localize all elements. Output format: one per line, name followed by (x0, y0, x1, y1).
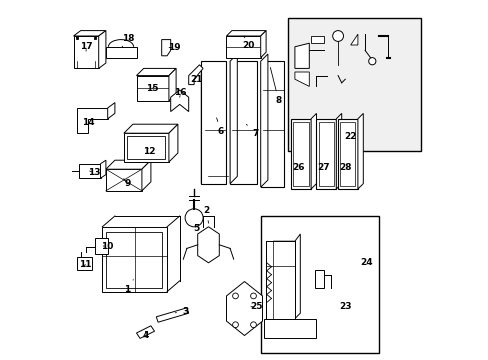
Polygon shape (99, 31, 106, 68)
Text: 24: 24 (360, 258, 372, 267)
Polygon shape (136, 76, 168, 101)
Text: 26: 26 (292, 163, 304, 172)
Polygon shape (260, 61, 284, 187)
Polygon shape (260, 31, 265, 58)
Text: 10: 10 (101, 242, 113, 251)
Text: 18: 18 (122, 35, 135, 47)
Bar (293, 122, 308, 186)
Text: 17: 17 (80, 42, 92, 51)
Bar (340, 122, 355, 186)
Text: 28: 28 (338, 163, 351, 172)
Polygon shape (107, 103, 115, 119)
Polygon shape (102, 227, 167, 292)
Circle shape (332, 31, 343, 41)
Polygon shape (162, 40, 170, 56)
Polygon shape (101, 160, 106, 178)
Polygon shape (142, 160, 151, 191)
Polygon shape (168, 68, 176, 101)
Polygon shape (294, 43, 309, 68)
Bar (265, 241, 294, 319)
Text: 3: 3 (175, 307, 188, 316)
Text: 6: 6 (216, 118, 224, 136)
Circle shape (232, 322, 238, 328)
Polygon shape (123, 133, 168, 162)
Text: 11: 11 (79, 260, 91, 269)
Polygon shape (77, 257, 91, 270)
Polygon shape (226, 31, 265, 36)
Polygon shape (168, 124, 178, 162)
Text: 1: 1 (124, 280, 133, 294)
Polygon shape (273, 234, 300, 319)
Polygon shape (316, 119, 336, 189)
Polygon shape (264, 319, 316, 338)
Polygon shape (310, 113, 316, 189)
Text: 8: 8 (270, 67, 281, 105)
Polygon shape (226, 36, 260, 58)
Text: 5: 5 (192, 224, 199, 233)
Text: 23: 23 (338, 302, 351, 311)
Bar (318, 122, 333, 186)
Circle shape (368, 58, 375, 65)
Bar (287, 18, 420, 151)
Polygon shape (106, 47, 136, 58)
Polygon shape (197, 227, 219, 263)
Polygon shape (357, 113, 363, 189)
Polygon shape (136, 68, 176, 76)
Polygon shape (73, 31, 106, 36)
Text: 7: 7 (246, 124, 258, 138)
Polygon shape (260, 54, 267, 187)
Text: 21: 21 (190, 76, 203, 85)
Polygon shape (226, 282, 262, 336)
Polygon shape (123, 124, 178, 133)
Polygon shape (230, 54, 237, 184)
Circle shape (232, 293, 238, 299)
Polygon shape (156, 308, 188, 322)
Polygon shape (73, 36, 99, 68)
Text: 22: 22 (344, 132, 356, 141)
Polygon shape (201, 61, 226, 184)
Circle shape (185, 209, 203, 227)
Polygon shape (79, 164, 101, 178)
Text: 9: 9 (123, 179, 130, 188)
Text: 4: 4 (142, 331, 148, 340)
Text: 27: 27 (317, 163, 329, 172)
Polygon shape (294, 72, 309, 86)
Text: 2: 2 (203, 206, 209, 223)
Text: 19: 19 (168, 43, 180, 52)
Text: 20: 20 (242, 36, 254, 50)
Bar (127, 136, 164, 159)
Bar (260, 216, 379, 353)
Polygon shape (170, 90, 188, 112)
Text: 15: 15 (146, 84, 159, 93)
Polygon shape (77, 108, 107, 133)
Polygon shape (310, 36, 323, 43)
Bar (106, 232, 162, 288)
Polygon shape (291, 119, 310, 189)
Polygon shape (188, 65, 203, 85)
Polygon shape (136, 326, 154, 338)
Polygon shape (337, 119, 357, 189)
Polygon shape (265, 241, 294, 319)
Text: 25: 25 (249, 302, 262, 311)
Text: 13: 13 (87, 168, 100, 177)
Polygon shape (106, 169, 142, 191)
Polygon shape (336, 113, 341, 189)
Polygon shape (230, 61, 257, 184)
Text: 16: 16 (174, 89, 186, 98)
Text: 12: 12 (142, 147, 155, 156)
Polygon shape (314, 270, 323, 288)
Circle shape (250, 322, 256, 328)
Polygon shape (106, 160, 151, 169)
Polygon shape (350, 34, 357, 45)
Circle shape (250, 293, 256, 299)
Polygon shape (201, 61, 208, 184)
Text: 14: 14 (81, 118, 94, 127)
Polygon shape (95, 238, 107, 254)
